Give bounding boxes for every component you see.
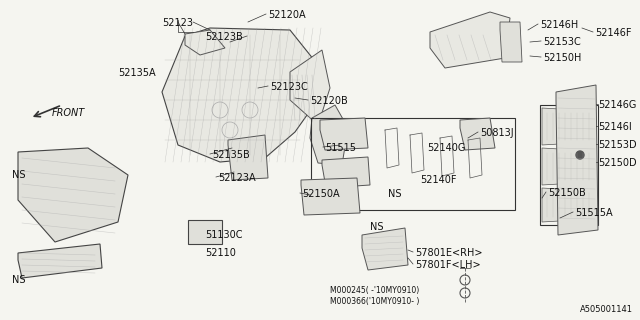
Text: NS: NS <box>12 275 26 285</box>
Polygon shape <box>500 22 522 62</box>
Polygon shape <box>228 135 268 180</box>
Polygon shape <box>18 244 102 278</box>
Polygon shape <box>430 12 510 68</box>
Text: 52153C: 52153C <box>543 37 580 47</box>
Text: 52135A: 52135A <box>118 68 156 78</box>
Text: A505001141: A505001141 <box>580 305 633 314</box>
Text: NS: NS <box>388 189 401 199</box>
Text: 52146H: 52146H <box>540 20 579 30</box>
Polygon shape <box>460 118 495 150</box>
Text: 52150D: 52150D <box>598 158 637 168</box>
Text: NS: NS <box>370 222 383 232</box>
Bar <box>311 118 515 210</box>
Polygon shape <box>310 105 348 165</box>
Polygon shape <box>556 85 598 235</box>
Polygon shape <box>322 157 370 188</box>
Text: 52150A: 52150A <box>302 189 340 199</box>
Polygon shape <box>162 28 318 162</box>
Polygon shape <box>188 220 222 244</box>
Text: 51515A: 51515A <box>575 208 612 218</box>
Text: 51130C: 51130C <box>205 230 243 240</box>
Text: 52123A: 52123A <box>218 173 255 183</box>
Polygon shape <box>301 178 360 215</box>
Text: 51515: 51515 <box>325 143 356 153</box>
Polygon shape <box>542 108 594 145</box>
Polygon shape <box>362 228 408 270</box>
Polygon shape <box>185 30 225 55</box>
Polygon shape <box>542 148 594 185</box>
Text: 52135B: 52135B <box>212 150 250 160</box>
Text: M000245( -'10MY0910): M000245( -'10MY0910) <box>330 286 419 295</box>
Text: 50813J: 50813J <box>480 128 514 138</box>
Text: 52153D: 52153D <box>598 140 637 150</box>
Text: NS: NS <box>12 170 26 180</box>
Text: 52120B: 52120B <box>310 96 348 106</box>
Polygon shape <box>320 118 368 150</box>
Text: 57801E<RH>: 57801E<RH> <box>415 248 483 258</box>
Text: 52123: 52123 <box>162 18 193 28</box>
Polygon shape <box>542 188 594 222</box>
Polygon shape <box>290 50 330 125</box>
Text: 52146F: 52146F <box>595 28 632 38</box>
Text: 52146I: 52146I <box>598 122 632 132</box>
Text: M000366('10MY0910- ): M000366('10MY0910- ) <box>330 297 419 306</box>
Text: 57801F<LH>: 57801F<LH> <box>415 260 481 270</box>
Text: 52123B: 52123B <box>205 32 243 42</box>
Text: 52150H: 52150H <box>543 53 581 63</box>
Text: 52150B: 52150B <box>548 188 586 198</box>
Text: 52140F: 52140F <box>420 175 456 185</box>
Text: 52120A: 52120A <box>268 10 306 20</box>
Text: 52140G: 52140G <box>427 143 465 153</box>
Text: 52110: 52110 <box>205 248 236 258</box>
Polygon shape <box>18 148 128 242</box>
Text: 52146G: 52146G <box>598 100 636 110</box>
Text: FRONT: FRONT <box>52 108 85 118</box>
Text: 52123C: 52123C <box>270 82 308 92</box>
Circle shape <box>576 151 584 159</box>
Bar <box>540 105 598 225</box>
